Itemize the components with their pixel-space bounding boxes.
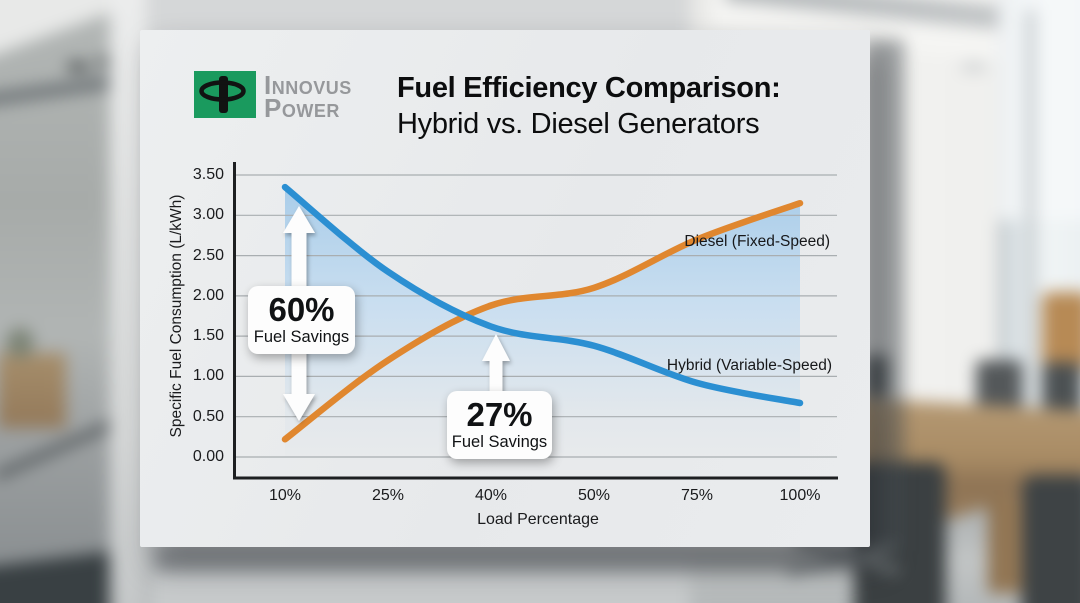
innovus-power-logo-icon (194, 71, 256, 118)
innovus-power-logo-text: Innovus Power (264, 70, 352, 123)
curve-Hybrid (Variable-Speed) (281, 183, 804, 407)
callout-60-value: 60% (268, 291, 335, 328)
logo-word-power: Power (264, 93, 340, 123)
y-axis-title: Specific Fuel Consumption (L/kWh) (168, 194, 185, 438)
y-tick-label-3.50: 3.50 (192, 166, 224, 183)
x-tick-label-100%: 100% (779, 487, 821, 504)
callout-27-percent-fuel-savings: 27% Fuel Savings (447, 391, 552, 459)
x-axis-title: Load Percentage (477, 511, 599, 528)
bg-wood-furniture-glimpse (1042, 292, 1080, 370)
hybrid-series-label: Hybrid (Variable-Speed) (666, 357, 832, 374)
y-tick-label-1.50: 1.50 (192, 327, 224, 345)
bg-left-ceiling-light (96, 58, 111, 66)
x-tick-label-75%: 75% (680, 487, 714, 504)
curve-Diesel (Fixed-Speed) (281, 199, 804, 443)
x-tick-label-10%: 10% (268, 487, 302, 504)
diesel-series-label: Diesel (Fixed-Speed) (684, 233, 830, 250)
bg-card-shadow (868, 40, 904, 550)
y-tick-label-2.50: 2.50 (192, 246, 224, 264)
up-arrow-27-percent (482, 334, 510, 400)
x-tick-label-25%: 25% (371, 487, 405, 504)
bg-window-mullion (1026, 10, 1035, 510)
bg-card-shadow (155, 546, 865, 572)
y-tick-label-0.00: 0.00 (192, 448, 224, 465)
callout-27-value: 27% (466, 396, 533, 433)
callout-60-label: Fuel Savings (253, 328, 350, 346)
bg-wood-cabinet (0, 353, 66, 429)
bg-office-chair (1022, 475, 1080, 603)
fuel-efficiency-line-chart (233, 162, 838, 480)
bg-plant (6, 328, 34, 358)
logo-word-innovus: Innovus (264, 70, 352, 100)
bg-office-chair (976, 360, 1022, 412)
area-under-Hybrid (Variable-Speed) (285, 187, 800, 457)
callout-27-label: Fuel Savings (451, 433, 548, 451)
y-tick-label-3.00: 3.00 (192, 206, 224, 224)
bg-office-chair (1042, 362, 1080, 416)
bg-left-ceiling-light (66, 62, 90, 71)
x-tick-label-40%: 40% (474, 487, 508, 504)
chart-title: Fuel Efficiency Comparison: Hybrid vs. D… (397, 70, 781, 142)
y-tick-label-0.50: 0.50 (192, 407, 224, 425)
y-tick-label-1.00: 1.00 (192, 367, 224, 385)
chart-title-line1: Fuel Efficiency Comparison: (397, 72, 781, 104)
bg-window-glare (998, 0, 1080, 220)
y-tick-label-2.00: 2.00 (192, 286, 224, 304)
presentation-slide: Innovus Power Fuel Efficiency Comparison… (140, 30, 870, 547)
bg-ceiling-light (960, 62, 988, 72)
savings-area-fill (285, 187, 800, 457)
callout-60-percent-fuel-savings: 60% Fuel Savings (248, 286, 355, 354)
x-tick-label-50%: 50% (577, 487, 611, 504)
chart-title-line2: Hybrid vs. Diesel Generators (397, 108, 760, 140)
